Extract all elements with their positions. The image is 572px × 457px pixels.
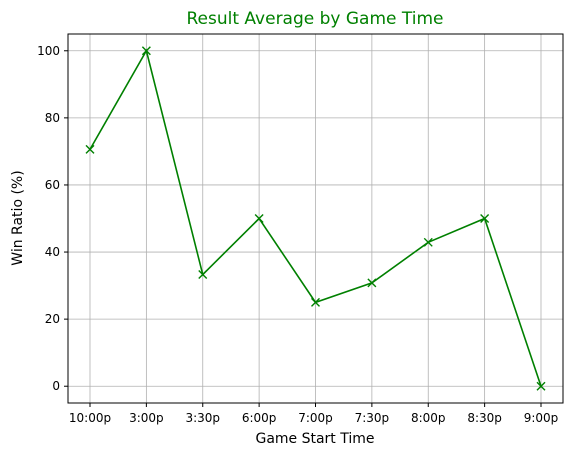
- data-point: [423, 237, 433, 247]
- data-point: [254, 214, 264, 223]
- x-tick-label: 7:30p: [355, 411, 390, 425]
- y-tick-label: 100: [37, 44, 60, 58]
- x-tick-label: 6:00p: [242, 411, 277, 425]
- x-tick-label: 8:00p: [411, 411, 446, 425]
- x-tick-label: 3:00p: [129, 411, 164, 425]
- y-tick-label: 40: [45, 245, 60, 259]
- y-tick-label: 80: [45, 111, 60, 125]
- y-tick-label: 60: [45, 178, 60, 192]
- y-tick-label: 20: [45, 312, 60, 326]
- x-tick-label: 8:30p: [467, 411, 502, 425]
- data-point: [85, 144, 95, 154]
- y-axis-label: Win Ratio (%): [10, 170, 26, 265]
- axis-ticks: 10:00p 3:00p 3:30p 6:00p 7:00p 7:30p 8:00p 8:30…: [37, 44, 558, 425]
- x-tick-label: 3:30p: [185, 411, 220, 425]
- series: [85, 46, 546, 391]
- data-point: [367, 278, 377, 288]
- data-point: [311, 297, 320, 307]
- data-point: [198, 270, 208, 280]
- chart-title: Result Average by Game Time: [186, 9, 443, 29]
- x-axis-label: Game Start Time: [255, 431, 374, 447]
- data-point: [141, 46, 151, 56]
- x-tick-label: 7:00p: [298, 411, 333, 425]
- x-tick-label: 10:00p: [69, 411, 111, 425]
- grid: [68, 34, 563, 403]
- y-tick-label: 0: [52, 379, 60, 393]
- x-tick-label: 9:00p: [524, 411, 559, 425]
- data-point: [536, 381, 546, 391]
- plot-frame: [67, 33, 564, 404]
- data-point: [480, 214, 490, 223]
